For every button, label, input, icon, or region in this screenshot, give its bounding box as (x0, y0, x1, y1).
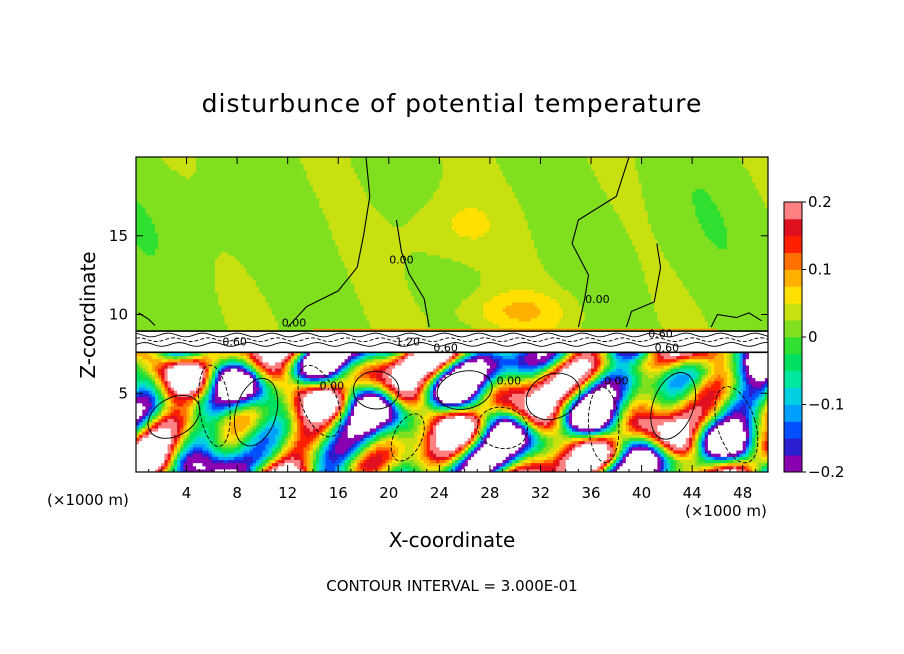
x-tick-label: 48 (733, 484, 752, 502)
x-unit-left: (×1000 m) (47, 491, 129, 509)
chart-title: disturbunce of potential temperature (202, 89, 703, 118)
colorbar-swatch (784, 438, 802, 456)
y-axis-label: Z-coordinate (76, 251, 100, 378)
x-tick-label: 20 (379, 484, 398, 502)
contour-label: 0.60 (655, 342, 680, 355)
colorbar-swatch (784, 235, 802, 254)
contour-interval-note: CONTOUR INTERVAL = 3.000E-01 (326, 577, 577, 595)
contour-label: 0.00 (389, 253, 414, 266)
x-tick-label: 36 (581, 484, 600, 502)
contour-line (233, 377, 279, 447)
colorbar-swatch (784, 269, 802, 287)
x-tick-label: 44 (683, 484, 702, 502)
x-axis: 4 8 12 16 20 24 28 32 36 40 44 48 (148, 157, 756, 502)
contour-line (436, 370, 493, 410)
colorbar: 0.2 0.1 0 −0.1 −0.2 (783, 193, 844, 481)
contour-line (297, 364, 342, 438)
colorbar-tick-label: −0.2 (808, 463, 844, 481)
contour-line (147, 394, 201, 439)
x-tick-label: 4 (182, 484, 192, 502)
contour-label: 0.60 (222, 335, 247, 348)
heatmap-cells (136, 157, 768, 472)
x-tick-label: 40 (632, 484, 651, 502)
colorbar-swatch (784, 370, 802, 389)
colorbar-tick-label: 0.2 (808, 193, 832, 211)
contour-line (587, 386, 620, 463)
colorbar-tick-label: −0.1 (808, 396, 844, 414)
plot-area: 0.60 0.60 1.20 0.60 0.60 0.00 0.00 0.00 0.00 0.00… (136, 157, 768, 472)
contour-line (525, 372, 581, 421)
contour-label: 0.00 (320, 379, 345, 392)
contour-line (650, 372, 697, 440)
colorbar-swatch (784, 202, 802, 220)
contour-line (710, 312, 762, 328)
y-axis: 5 10 15 (109, 227, 768, 402)
colorbar-swatch (784, 353, 802, 372)
contour-label: 0.60 (433, 342, 458, 355)
y-tick-label: 5 (118, 384, 128, 402)
colorbar-swatch (784, 320, 802, 338)
contour-line (287, 157, 371, 328)
contour-label: 0.00 (497, 375, 522, 388)
contour-label: 0.00 (585, 293, 610, 306)
contour-line (198, 364, 231, 447)
contour-label: 0.00 (282, 316, 307, 329)
x-tick-label: 16 (329, 484, 348, 502)
x-tick-label: 24 (430, 484, 449, 502)
colorbar-swatch (784, 387, 802, 405)
colorbar-tick-label: 0.1 (808, 261, 832, 279)
x-unit-right: (×1000 m) (685, 502, 767, 520)
contour-line (625, 243, 662, 328)
colorbar-swatch (784, 337, 802, 355)
contour-line (136, 332, 768, 338)
contour-label: 0.60 (648, 327, 673, 340)
contour-label: 1.20 (396, 335, 421, 348)
contour-line (571, 157, 630, 328)
colorbar-swatch (784, 286, 802, 304)
colorbar-swatch (784, 303, 802, 321)
contour-label: 0.00 (604, 375, 629, 388)
x-tick-label: 8 (232, 484, 242, 502)
colorbar-swatch (784, 421, 802, 439)
x-axis-label: X-coordinate (389, 528, 516, 552)
y-tick-label: 10 (109, 306, 128, 324)
colorbar-swatch (784, 252, 802, 270)
contour-line (136, 337, 768, 343)
colorbar-tick-label: 0 (808, 328, 818, 346)
contour-line (136, 342, 768, 347)
contour-line (395, 219, 430, 328)
x-tick-label: 32 (531, 484, 550, 502)
contour-line (714, 386, 759, 464)
colorbar-swatch (784, 218, 802, 237)
contour-line (352, 370, 400, 410)
colorbar-swatch (784, 404, 802, 422)
x-tick-label: 28 (480, 484, 499, 502)
x-tick-label: 12 (278, 484, 297, 502)
colorbar-swatch (784, 455, 802, 473)
y-tick-label: 15 (109, 227, 128, 245)
